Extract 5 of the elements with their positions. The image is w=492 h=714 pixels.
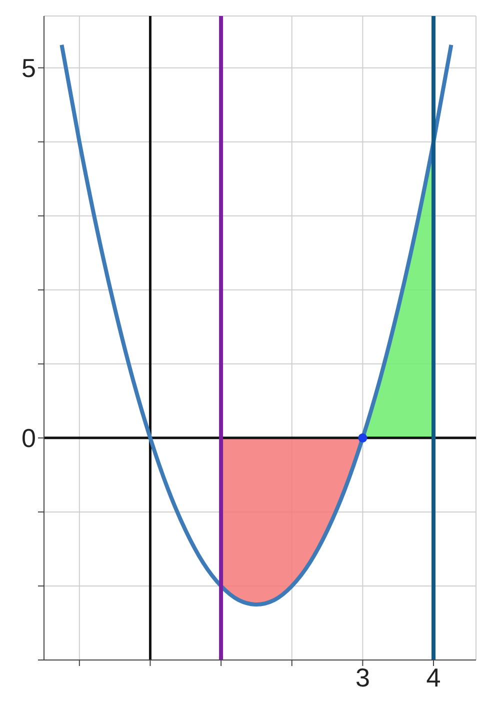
y-tick-label: 5 — [22, 53, 36, 84]
x-tick-label: 4 — [426, 662, 441, 692]
y-tick-label: 0 — [22, 423, 36, 454]
line-series — [60, 42, 454, 606]
x-tick-label: 3 — [355, 662, 370, 692]
